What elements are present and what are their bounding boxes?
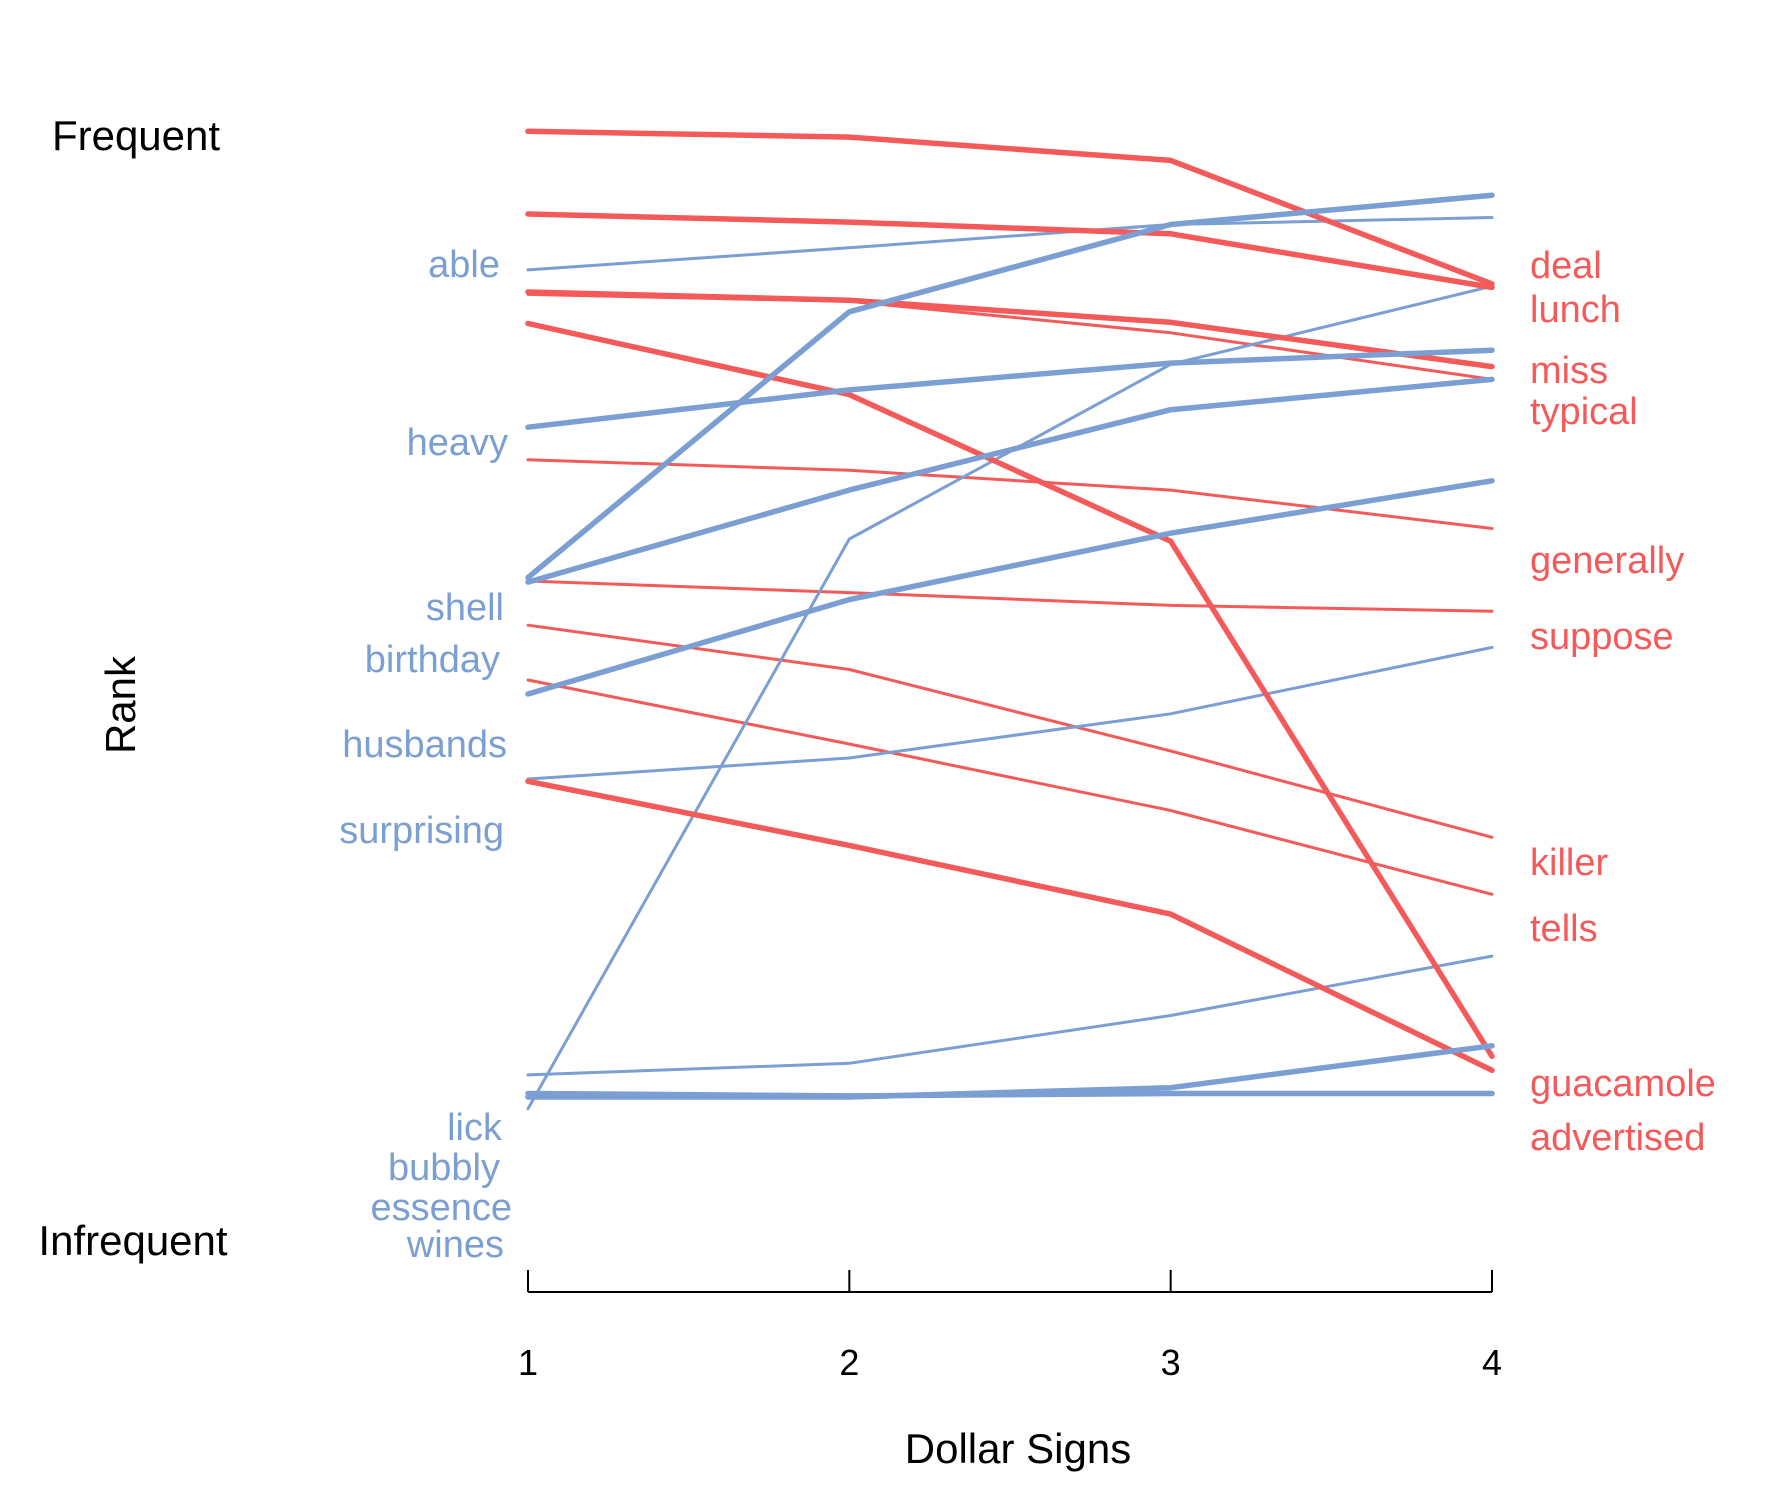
x-axis-label: Dollar Signs xyxy=(905,1425,1131,1472)
series-line-bubbly xyxy=(525,1043,1495,1100)
series-line-typical xyxy=(526,292,1494,381)
x-axis: 1 2 3 4 xyxy=(518,1270,1502,1383)
series-label-lick: lick xyxy=(447,1107,503,1149)
series-label-wines: wines xyxy=(406,1224,504,1266)
y-tick-label-infrequent: Infrequent xyxy=(38,1217,227,1264)
series-label-surprising: surprising xyxy=(339,810,504,852)
series-label-deal: deal xyxy=(1530,245,1602,287)
y-tick-label-frequent: Frequent xyxy=(52,112,220,159)
series-label-generally: generally xyxy=(1530,540,1684,582)
series-label-typical: typical xyxy=(1530,391,1638,433)
series-label-killer: killer xyxy=(1530,842,1608,884)
series-label-shell: shell xyxy=(426,587,504,629)
series-line-suppose xyxy=(526,579,1494,613)
x-tick-label-3: 3 xyxy=(1161,1342,1181,1383)
series-label-able: able xyxy=(428,244,500,286)
series-label-husbands: husbands xyxy=(342,724,507,766)
x-tick-label-4: 4 xyxy=(1482,1342,1502,1383)
series-label-miss: miss xyxy=(1530,350,1608,392)
series-line-tells xyxy=(526,678,1494,896)
series-label-tells: tells xyxy=(1530,908,1598,950)
series-label-lunch: lunch xyxy=(1530,289,1621,331)
series-line-birthday xyxy=(525,376,1495,585)
series-line-shell xyxy=(525,192,1495,581)
series-label-birthday: birthday xyxy=(365,639,500,681)
series-line-killer xyxy=(526,623,1494,839)
series-line-lick xyxy=(526,954,1494,1077)
x-tick-label-2: 2 xyxy=(839,1342,859,1383)
series-line-wines xyxy=(525,1090,1495,1099)
series-label-guacamole: guacamole xyxy=(1530,1063,1716,1105)
left-labels: able heavy shell birthday husbands surprising… xyxy=(339,244,512,1266)
series-label-heavy: heavy xyxy=(407,422,508,464)
series-label-essence: essence xyxy=(370,1187,512,1229)
series-line-guacamole xyxy=(525,320,1495,1060)
series-lines xyxy=(525,128,1495,1111)
y-axis-label: Rank xyxy=(97,655,144,754)
series-line-miss xyxy=(525,289,1495,370)
series-line-husbands xyxy=(525,478,1495,697)
series-label-advertised: advertised xyxy=(1530,1117,1705,1159)
series-line-advertised xyxy=(525,778,1495,1074)
series-line-deal xyxy=(525,128,1495,287)
series-line-surprising xyxy=(526,645,1494,781)
series-label-bubbly: bubbly xyxy=(388,1147,500,1189)
series-line-lunch xyxy=(525,211,1495,291)
x-ticks: 1 2 3 4 xyxy=(518,1270,1502,1383)
series-line-heavy xyxy=(525,347,1495,430)
x-tick-label-1: 1 xyxy=(518,1342,538,1383)
series-label-suppose: suppose xyxy=(1530,616,1674,658)
